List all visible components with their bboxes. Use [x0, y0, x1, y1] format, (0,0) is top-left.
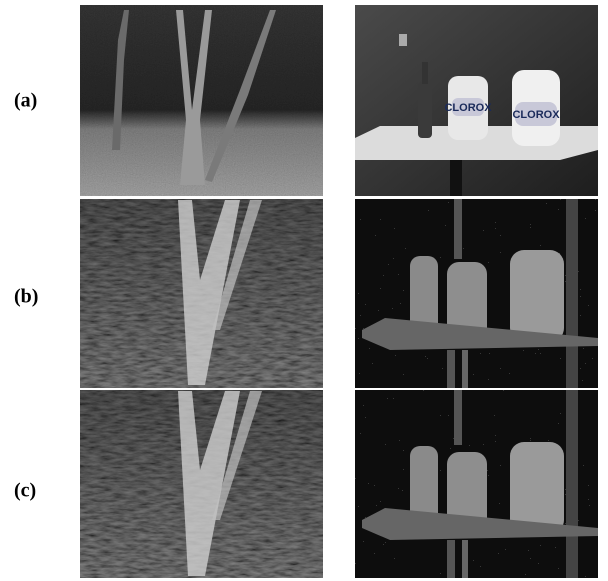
- disparity-forest-b: [80, 199, 323, 388]
- row-label: (c): [14, 480, 36, 502]
- bottle-label: CLOROX: [444, 102, 492, 114]
- figure: (a) (b) (c) CLOROX CLOROX: [0, 0, 608, 581]
- disparity-forest-c: [80, 390, 323, 578]
- row-label: (a): [14, 90, 37, 112]
- page: {"rows": [{"label": "(a)"}, {"label": "(…: [0, 0, 608, 581]
- forest-photo: [80, 5, 323, 196]
- row-label: (b): [14, 286, 38, 308]
- bottles-photo: CLOROX CLOROX: [355, 5, 598, 196]
- disparity-bottles-c: [355, 390, 598, 578]
- bottle-label: CLOROX: [512, 109, 560, 121]
- disparity-bottles-b: [355, 199, 598, 388]
